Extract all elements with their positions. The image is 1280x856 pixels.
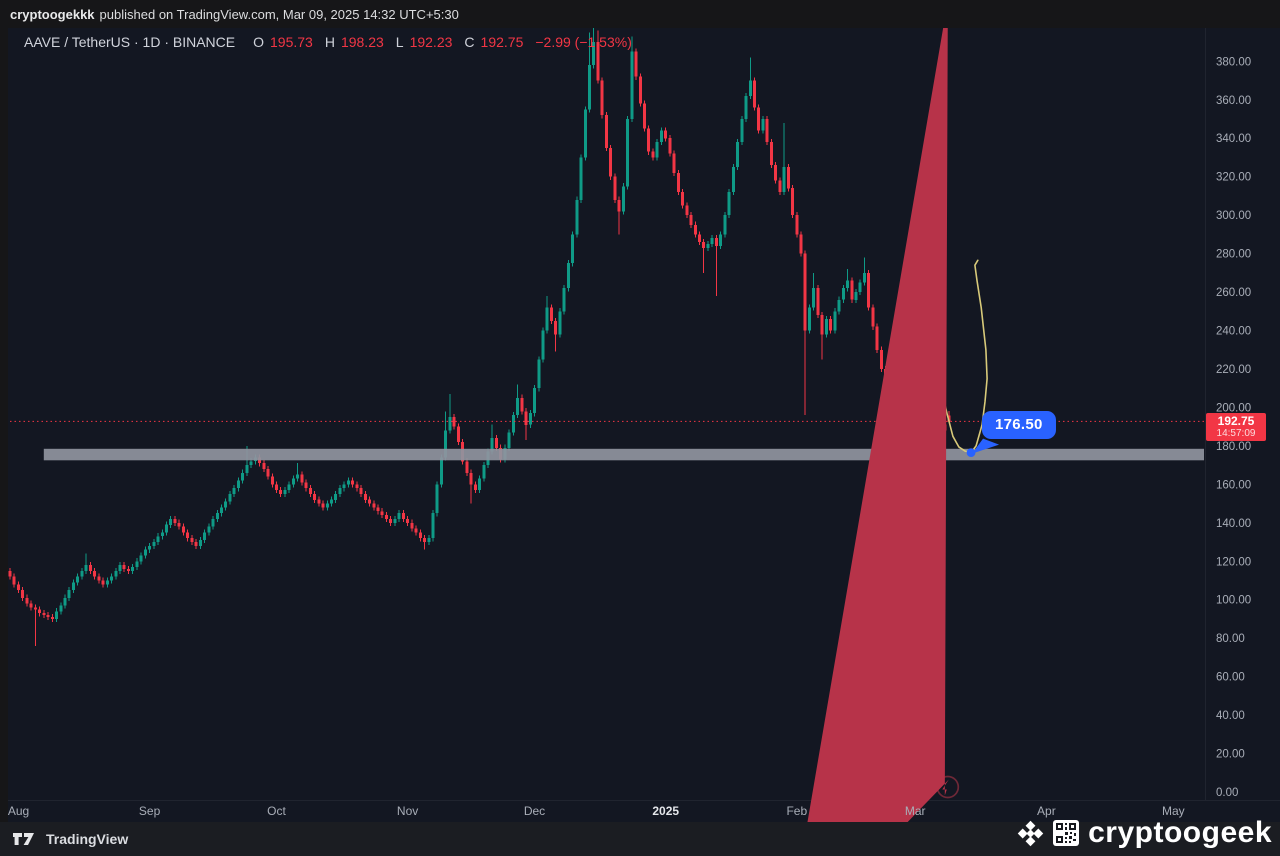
high-value: 198.23 [340,34,384,50]
svg-text:Dec: Dec [524,804,545,818]
event-lightning-icon [807,28,960,822]
svg-text:320.00: 320.00 [1216,172,1251,184]
candlestick-chart-canvas[interactable]: Aug Sep Oct Nov Dec 2025 Feb Mar Apr May 380.00 360… [8,28,1280,822]
close-value: 192.75 [480,34,524,50]
symbol-header: AAVE / TetherUS · 1D · BINANCE O 195.73 H… [24,34,632,50]
svg-text:Apr: Apr [1037,804,1056,818]
candles [8,28,951,646]
high-label: H [324,34,335,50]
watermark-text: cryptoogeek [1088,816,1272,849]
svg-text:280.00: 280.00 [1216,249,1251,261]
svg-text:300.00: 300.00 [1216,210,1251,222]
svg-text:Nov: Nov [397,804,418,818]
symbol-title[interactable]: AAVE / TetherUS · 1D · BINANCE [24,34,236,50]
binance-diamond-icon [1017,820,1044,846]
svg-text:220.00: 220.00 [1216,364,1251,376]
price-target-callout[interactable]: 176.50 [982,411,1056,439]
current-price-value: 192.75 [1217,414,1255,428]
svg-text:160.00: 160.00 [1216,479,1251,491]
svg-text:380.00: 380.00 [1216,56,1251,68]
svg-text:120.00: 120.00 [1216,556,1251,568]
support-zone [43,448,1204,461]
chart-panel: Aug Sep Oct Nov Dec 2025 Feb Mar Apr May 380.00 360… [8,28,1280,822]
svg-text:2025: 2025 [652,804,679,818]
drawing-anchor-dot [966,448,976,458]
open-label: O [253,34,264,50]
price-target-value: 176.50 [995,416,1043,433]
callout-tail [972,438,1000,454]
bar-countdown: 14:57:09 [1216,428,1256,439]
svg-text:40.00: 40.00 [1216,710,1245,722]
svg-text:60.00: 60.00 [1216,672,1245,684]
svg-text:20.00: 20.00 [1216,749,1245,761]
svg-text:240.00: 240.00 [1216,326,1251,338]
low-label: L [395,34,404,50]
svg-text:200.00: 200.00 [1216,402,1251,414]
svg-text:Mar: Mar [905,804,926,818]
svg-text:100.00: 100.00 [1216,595,1251,607]
svg-text:80.00: 80.00 [1216,633,1245,645]
svg-text:340.00: 340.00 [1216,133,1251,145]
change-value: −2.99 (−1.53%) [535,34,632,50]
svg-text:Feb: Feb [786,804,807,818]
svg-text:180.00: 180.00 [1216,441,1251,453]
low-value: 192.23 [409,34,453,50]
svg-text:0.00: 0.00 [1216,787,1238,799]
open-value: 195.73 [270,34,313,50]
qr-code-icon [1053,820,1080,846]
tradingview-brand-text[interactable]: TradingView [46,831,129,847]
svg-text:May: May [1162,804,1185,818]
svg-text:360.00: 360.00 [1216,95,1251,107]
tradingview-logo-icon[interactable] [12,830,38,848]
svg-text:260.00: 260.00 [1216,287,1251,299]
time-axis[interactable]: Aug Sep Oct Nov Dec 2025 Feb Mar Apr May [8,804,1185,818]
svg-text:Oct: Oct [267,804,286,818]
svg-text:140.00: 140.00 [1216,518,1251,530]
publisher-username: cryptoogekkk [10,6,95,22]
publish-info-text: published on TradingView.com, Mar 09, 20… [99,6,459,22]
close-label: C [464,34,475,50]
svg-text:Aug: Aug [8,804,29,818]
author-watermark: cryptoogeek [1017,816,1272,850]
svg-text:Sep: Sep [139,804,161,818]
current-price-label: 192.75 14:57:09 [1206,413,1266,441]
price-axis[interactable]: 380.00 360.00 340.00 320.00 300.00 280.00 260.… [1216,56,1251,799]
attribution-bar: cryptoogekkk published on TradingView.co… [0,0,1280,28]
